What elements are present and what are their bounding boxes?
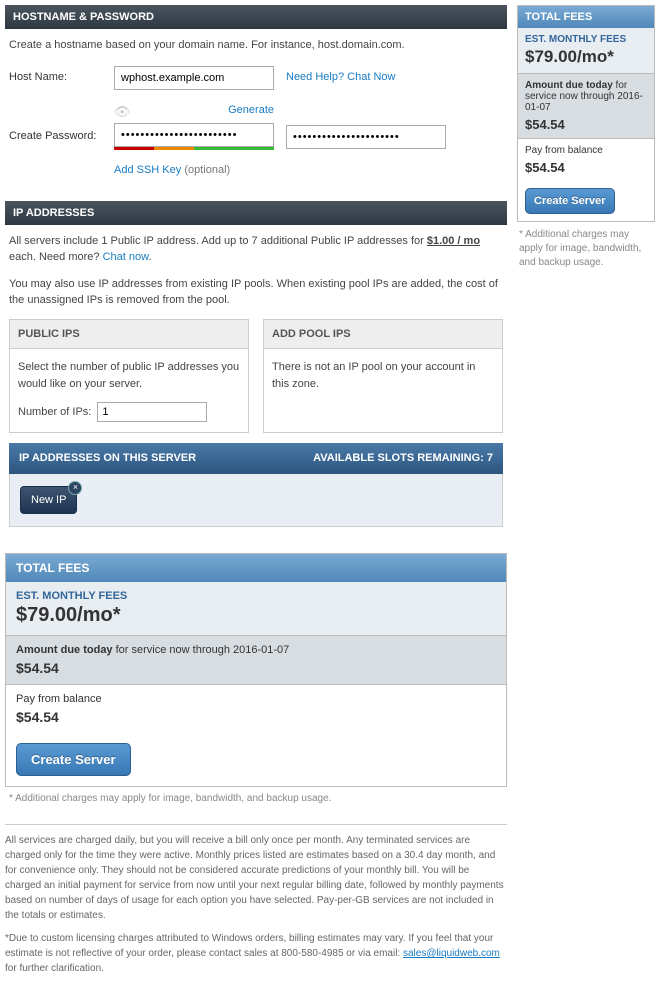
side-est-price: $79.00/mo*: [525, 47, 647, 67]
server-ips-slots: AVAILABLE SLOTS REMAINING: 7: [313, 450, 493, 467]
side-due-lbl-a: Amount due today: [525, 80, 613, 91]
footer-p1: All services are charged daily, but you …: [5, 833, 507, 923]
pay-amt: $54.54: [16, 709, 496, 725]
hostname-header: HOSTNAME & PASSWORD: [5, 5, 507, 29]
pool-ips-box: ADD POOL IPS There is not an IP pool on …: [263, 319, 503, 434]
ip-header: IP ADDRESSES: [5, 201, 507, 225]
generate-link[interactable]: Generate: [228, 102, 274, 122]
side-fees-hdr: TOTAL FEES: [518, 6, 654, 28]
pool-ips-hdr: ADD POOL IPS: [264, 320, 502, 350]
side-pay-amt: $54.54: [525, 160, 647, 175]
due-amt: $54.54: [16, 660, 496, 676]
sales-email-link[interactable]: sales@liquidweb.com: [403, 948, 500, 959]
due-lbl-b: for service now through 2016-01-07: [113, 644, 290, 656]
hostname-intro: Create a hostname based on your domain n…: [9, 37, 503, 54]
public-ips-box: PUBLIC IPS Select the number of public I…: [9, 319, 249, 434]
num-ips-input[interactable]: [97, 402, 207, 422]
ip-text1a: All servers include 1 Public IP address.…: [9, 235, 427, 247]
footer: All services are charged daily, but you …: [5, 824, 507, 976]
side-est-lbl: EST. MONTHLY FEES: [525, 34, 647, 45]
help-chat-link[interactable]: Need Help? Chat Now: [286, 69, 395, 86]
num-ips-label: Number of IPs:: [18, 404, 91, 421]
side-disclaimer: * Additional charges may apply for image…: [517, 222, 655, 276]
public-ips-text: Select the number of public IP addresses…: [18, 359, 240, 392]
side-pay-lbl: Pay from balance: [525, 145, 647, 156]
remove-ip-icon[interactable]: ×: [68, 481, 82, 495]
due-lbl-a: Amount due today: [16, 644, 113, 656]
password-input[interactable]: [114, 123, 274, 147]
fees-hdr: TOTAL FEES: [6, 554, 506, 582]
add-ssh-link[interactable]: Add SSH Key: [114, 164, 181, 176]
password-confirm-input[interactable]: [286, 125, 446, 149]
eye-icon[interactable]: 👁: [114, 102, 131, 122]
ip-price: $1.00 / mo: [427, 235, 480, 247]
ip-text1b: each. Need more?: [9, 251, 103, 263]
footer-p2b: for further clarification.: [5, 963, 104, 974]
password-strength-bar: [114, 147, 274, 150]
hostname-body: Create a hostname based on your domain n…: [5, 29, 507, 201]
server-ips-title: IP ADDRESSES ON THIS SERVER: [19, 450, 196, 467]
est-lbl: EST. MONTHLY FEES: [16, 590, 496, 602]
hostname-input[interactable]: [114, 66, 274, 90]
ip-chat-link[interactable]: Chat now: [103, 251, 149, 263]
create-server-button[interactable]: Create Server: [16, 743, 131, 776]
fees-disclaimer: * Additional charges may apply for image…: [5, 787, 507, 810]
hostname-label: Host Name:: [9, 69, 114, 86]
new-ip-chip[interactable]: New IP ×: [20, 486, 77, 515]
fees-side: TOTAL FEES EST. MONTHLY FEES $79.00/mo* …: [517, 5, 655, 222]
ssh-optional: (optional): [184, 164, 230, 176]
ip-text2: You may also use IP addresses from exist…: [9, 276, 503, 309]
fees-main: TOTAL FEES EST. MONTHLY FEES $79.00/mo* …: [5, 553, 507, 787]
pool-ips-text: There is not an IP pool on your account …: [264, 349, 502, 429]
ip-body: All servers include 1 Public IP address.…: [5, 225, 507, 536]
side-create-server-button[interactable]: Create Server: [525, 188, 615, 214]
public-ips-hdr: PUBLIC IPS: [10, 320, 248, 350]
est-price: $79.00/mo*: [16, 604, 496, 627]
side-due-amt: $54.54: [525, 117, 647, 132]
pay-lbl: Pay from balance: [16, 693, 496, 705]
password-label: Create Password:: [9, 128, 114, 145]
server-ips-body: New IP ×: [9, 474, 503, 528]
server-ips-hdr: IP ADDRESSES ON THIS SERVER AVAILABLE SL…: [9, 443, 503, 474]
